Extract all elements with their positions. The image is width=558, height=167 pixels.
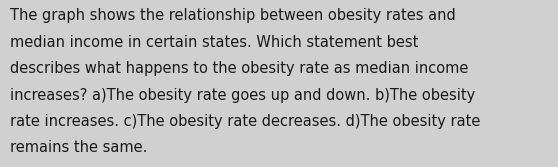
Text: rate increases. c)The obesity rate decreases. d)The obesity rate: rate increases. c)The obesity rate decre…	[10, 114, 480, 129]
Text: increases? a)The obesity rate goes up and down. b)The obesity: increases? a)The obesity rate goes up an…	[10, 88, 475, 103]
Text: median income in certain states. Which statement best: median income in certain states. Which s…	[10, 35, 418, 50]
Text: describes what happens to the obesity rate as median income: describes what happens to the obesity ra…	[10, 61, 468, 76]
Text: remains the same.: remains the same.	[10, 140, 147, 155]
Text: The graph shows the relationship between obesity rates and: The graph shows the relationship between…	[10, 8, 456, 23]
